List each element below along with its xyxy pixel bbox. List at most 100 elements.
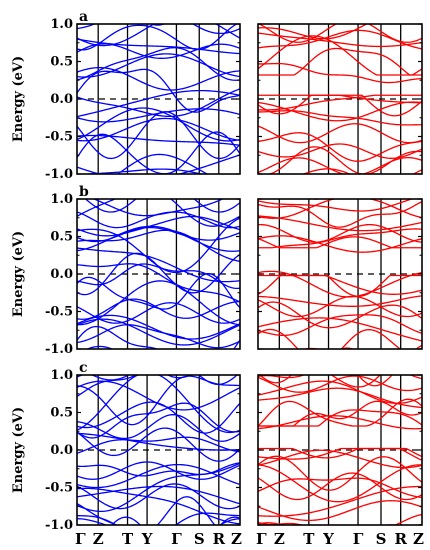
- band-line: [258, 521, 422, 525]
- y-tick-label: 0.0: [50, 443, 73, 458]
- band-line: [258, 317, 422, 342]
- band-line: [258, 375, 393, 387]
- kpoint-label: Γ: [171, 530, 182, 548]
- y-tick-label: -1.0: [45, 518, 73, 533]
- band-line: [258, 387, 422, 409]
- band-line: [258, 301, 422, 329]
- band-line: [77, 272, 240, 310]
- panel-row-a: 1.0 0.5 0.0 -0.5 -1.0 a: [45, 7, 423, 199]
- band-group: [77, 24, 240, 174]
- band-line: [77, 263, 240, 303]
- kpoint-label: S: [194, 530, 205, 548]
- y-tick-label: 1.0: [50, 368, 73, 383]
- band-line: [77, 247, 240, 283]
- panel-letter: a: [79, 9, 88, 25]
- kpoint-label: Y: [322, 530, 334, 548]
- band-line: [258, 146, 422, 174]
- band-line: [258, 375, 381, 388]
- band-line: [90, 375, 238, 386]
- kpoint-label: Y: [141, 530, 153, 548]
- band-line: [149, 24, 166, 26]
- kpoint-label: T: [303, 530, 315, 548]
- band-line: [77, 380, 240, 411]
- y-tick-label: -0.5: [45, 481, 73, 496]
- kpoint-label: Γ: [353, 530, 364, 548]
- band-line: [258, 236, 422, 249]
- y-tick-label: -0.5: [45, 130, 73, 145]
- band-line: [258, 185, 422, 199]
- band-line: [77, 47, 240, 81]
- band-line: [258, 398, 422, 427]
- y-tick-label: 1.0: [50, 17, 73, 32]
- band-line: [77, 89, 240, 118]
- y-tick-label: 0.5: [50, 406, 73, 421]
- band-line: [258, 447, 422, 461]
- band-line: [258, 328, 402, 349]
- band-line: [258, 47, 422, 76]
- band-line: [77, 483, 240, 510]
- panel-row-c: 1.0 0.5 0.0 -0.5 -1.0 c: [45, 360, 423, 533]
- y-tick-label: 0.5: [50, 55, 73, 70]
- panel-left-blue: 1.0 0.5 0.0 -0.5 -1.0: [45, 368, 241, 533]
- y-axis-label: Energy (eV): [11, 407, 26, 493]
- band-group: [77, 375, 240, 525]
- band-line: [77, 432, 240, 451]
- panel-right-red: [257, 374, 423, 526]
- panel-letter: b: [79, 184, 89, 200]
- band-line: [77, 108, 240, 123]
- band-line: [116, 153, 209, 174]
- band-line: [258, 375, 422, 380]
- band-line: [77, 215, 240, 237]
- kpoint-label: S: [376, 530, 387, 548]
- kpoint-label: R: [394, 530, 407, 548]
- band-line: [84, 199, 240, 213]
- band-line: [77, 496, 216, 525]
- band-line: [258, 375, 422, 393]
- band-line: [77, 229, 240, 262]
- y-tick-label: -1.0: [45, 167, 73, 182]
- band-line: [77, 302, 240, 324]
- band-line: [77, 88, 240, 118]
- band-line: [258, 464, 422, 503]
- band-line: [85, 345, 114, 349]
- band-line: [258, 94, 422, 104]
- band-line: [77, 485, 240, 505]
- band-line: [77, 402, 240, 439]
- band-line: [77, 24, 240, 47]
- panel-left-blue: 1.0 0.5 0.0 -0.5 -1.0: [45, 192, 241, 372]
- band-line: [77, 436, 240, 454]
- band-line: [77, 461, 240, 480]
- band-line: [258, 295, 422, 307]
- panel-letter: c: [79, 360, 88, 376]
- kpoint-label: Z: [231, 530, 242, 548]
- panel-left-blue: 1.0 0.5 0.0 -0.5 -1.0: [45, 17, 241, 182]
- band-line: [258, 143, 422, 159]
- band-line: [258, 314, 422, 336]
- panel-right-red: [257, 198, 423, 350]
- band-line: [258, 409, 422, 427]
- kpoint-label: T: [122, 530, 134, 548]
- band-group: [77, 199, 240, 372]
- band-line: [258, 156, 422, 174]
- band-line: [77, 375, 193, 379]
- band-line: [77, 225, 240, 252]
- band-line: [77, 462, 240, 477]
- band-line: [258, 7, 422, 19]
- y-tick-label: -1.0: [45, 342, 73, 357]
- y-axis-label: Energy (eV): [11, 56, 26, 142]
- band-line: [77, 375, 83, 376]
- band-line: [77, 375, 138, 397]
- band-line: [258, 472, 422, 501]
- band-line: [258, 199, 422, 219]
- band-line: [77, 413, 240, 442]
- band-line: [77, 355, 240, 372]
- y-tick-label: 1.0: [50, 192, 73, 207]
- band-line: [77, 154, 240, 174]
- band-line: [258, 274, 422, 295]
- kpoint-label: R: [213, 530, 226, 548]
- band-group: [258, 199, 422, 349]
- band-line: [258, 500, 422, 522]
- band-line: [258, 24, 369, 40]
- band-line: [77, 24, 240, 35]
- band-line: [258, 295, 422, 318]
